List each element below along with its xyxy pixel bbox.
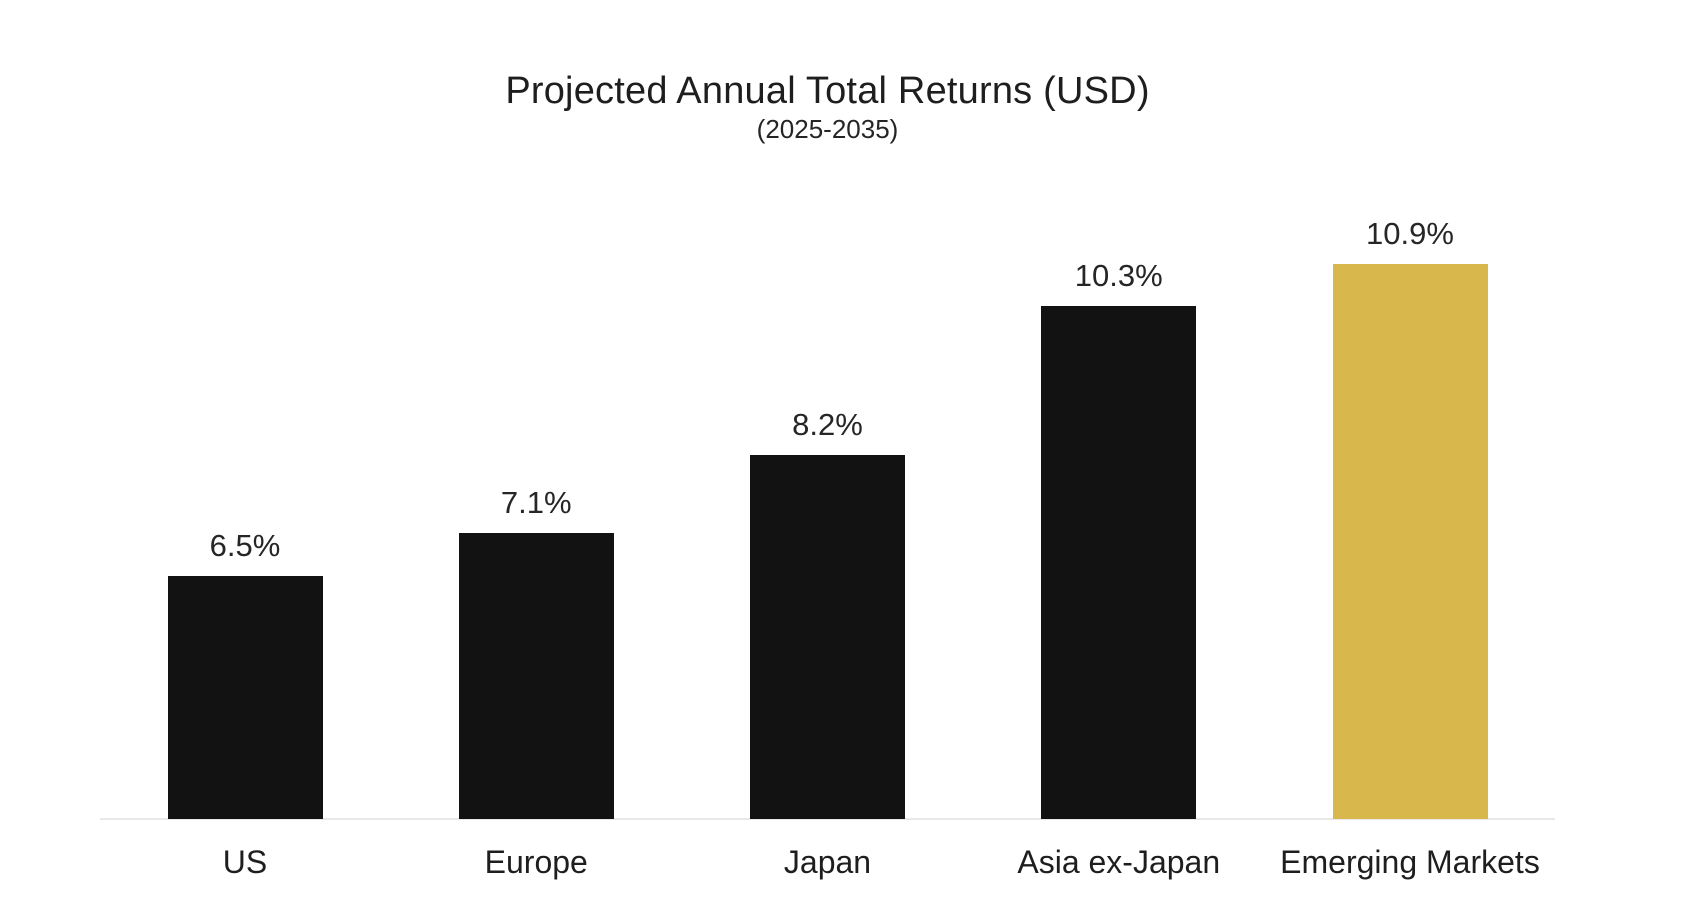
category-label: Japan — [783, 844, 872, 880]
bar-value-label: 10.3% — [1074, 258, 1163, 293]
bar-group: 10.9% — [1260, 217, 1560, 819]
bar-value-label: 8.2% — [792, 407, 863, 442]
bar — [750, 455, 905, 819]
bar-group: 6.5% — [95, 529, 395, 819]
bar — [458, 533, 614, 819]
bar-value-label: 7.1% — [500, 485, 572, 520]
category-label: Asia ex-Japan — [1017, 844, 1221, 880]
bar — [1332, 264, 1488, 819]
bar — [167, 576, 323, 819]
bar-group: 7.1% — [386, 486, 686, 819]
chart-subtitle: (2025-2035) — [756, 114, 899, 144]
category-label: US — [222, 844, 268, 880]
category-label: Europe — [484, 844, 588, 880]
bar-value-label: 10.9% — [1366, 216, 1454, 251]
bar — [1041, 306, 1197, 819]
x-axis-line — [100, 818, 1555, 820]
bar-group: 10.3% — [969, 259, 1269, 819]
chart-title: Projected Annual Total Returns (USD) — [505, 70, 1150, 112]
bar-value-label: 6.5% — [209, 528, 281, 563]
bar-group: 8.2% — [678, 408, 978, 819]
chart-header: Projected Annual Total Returns (USD) (20… — [0, 70, 1655, 144]
category-label: Emerging Markets — [1280, 844, 1540, 880]
